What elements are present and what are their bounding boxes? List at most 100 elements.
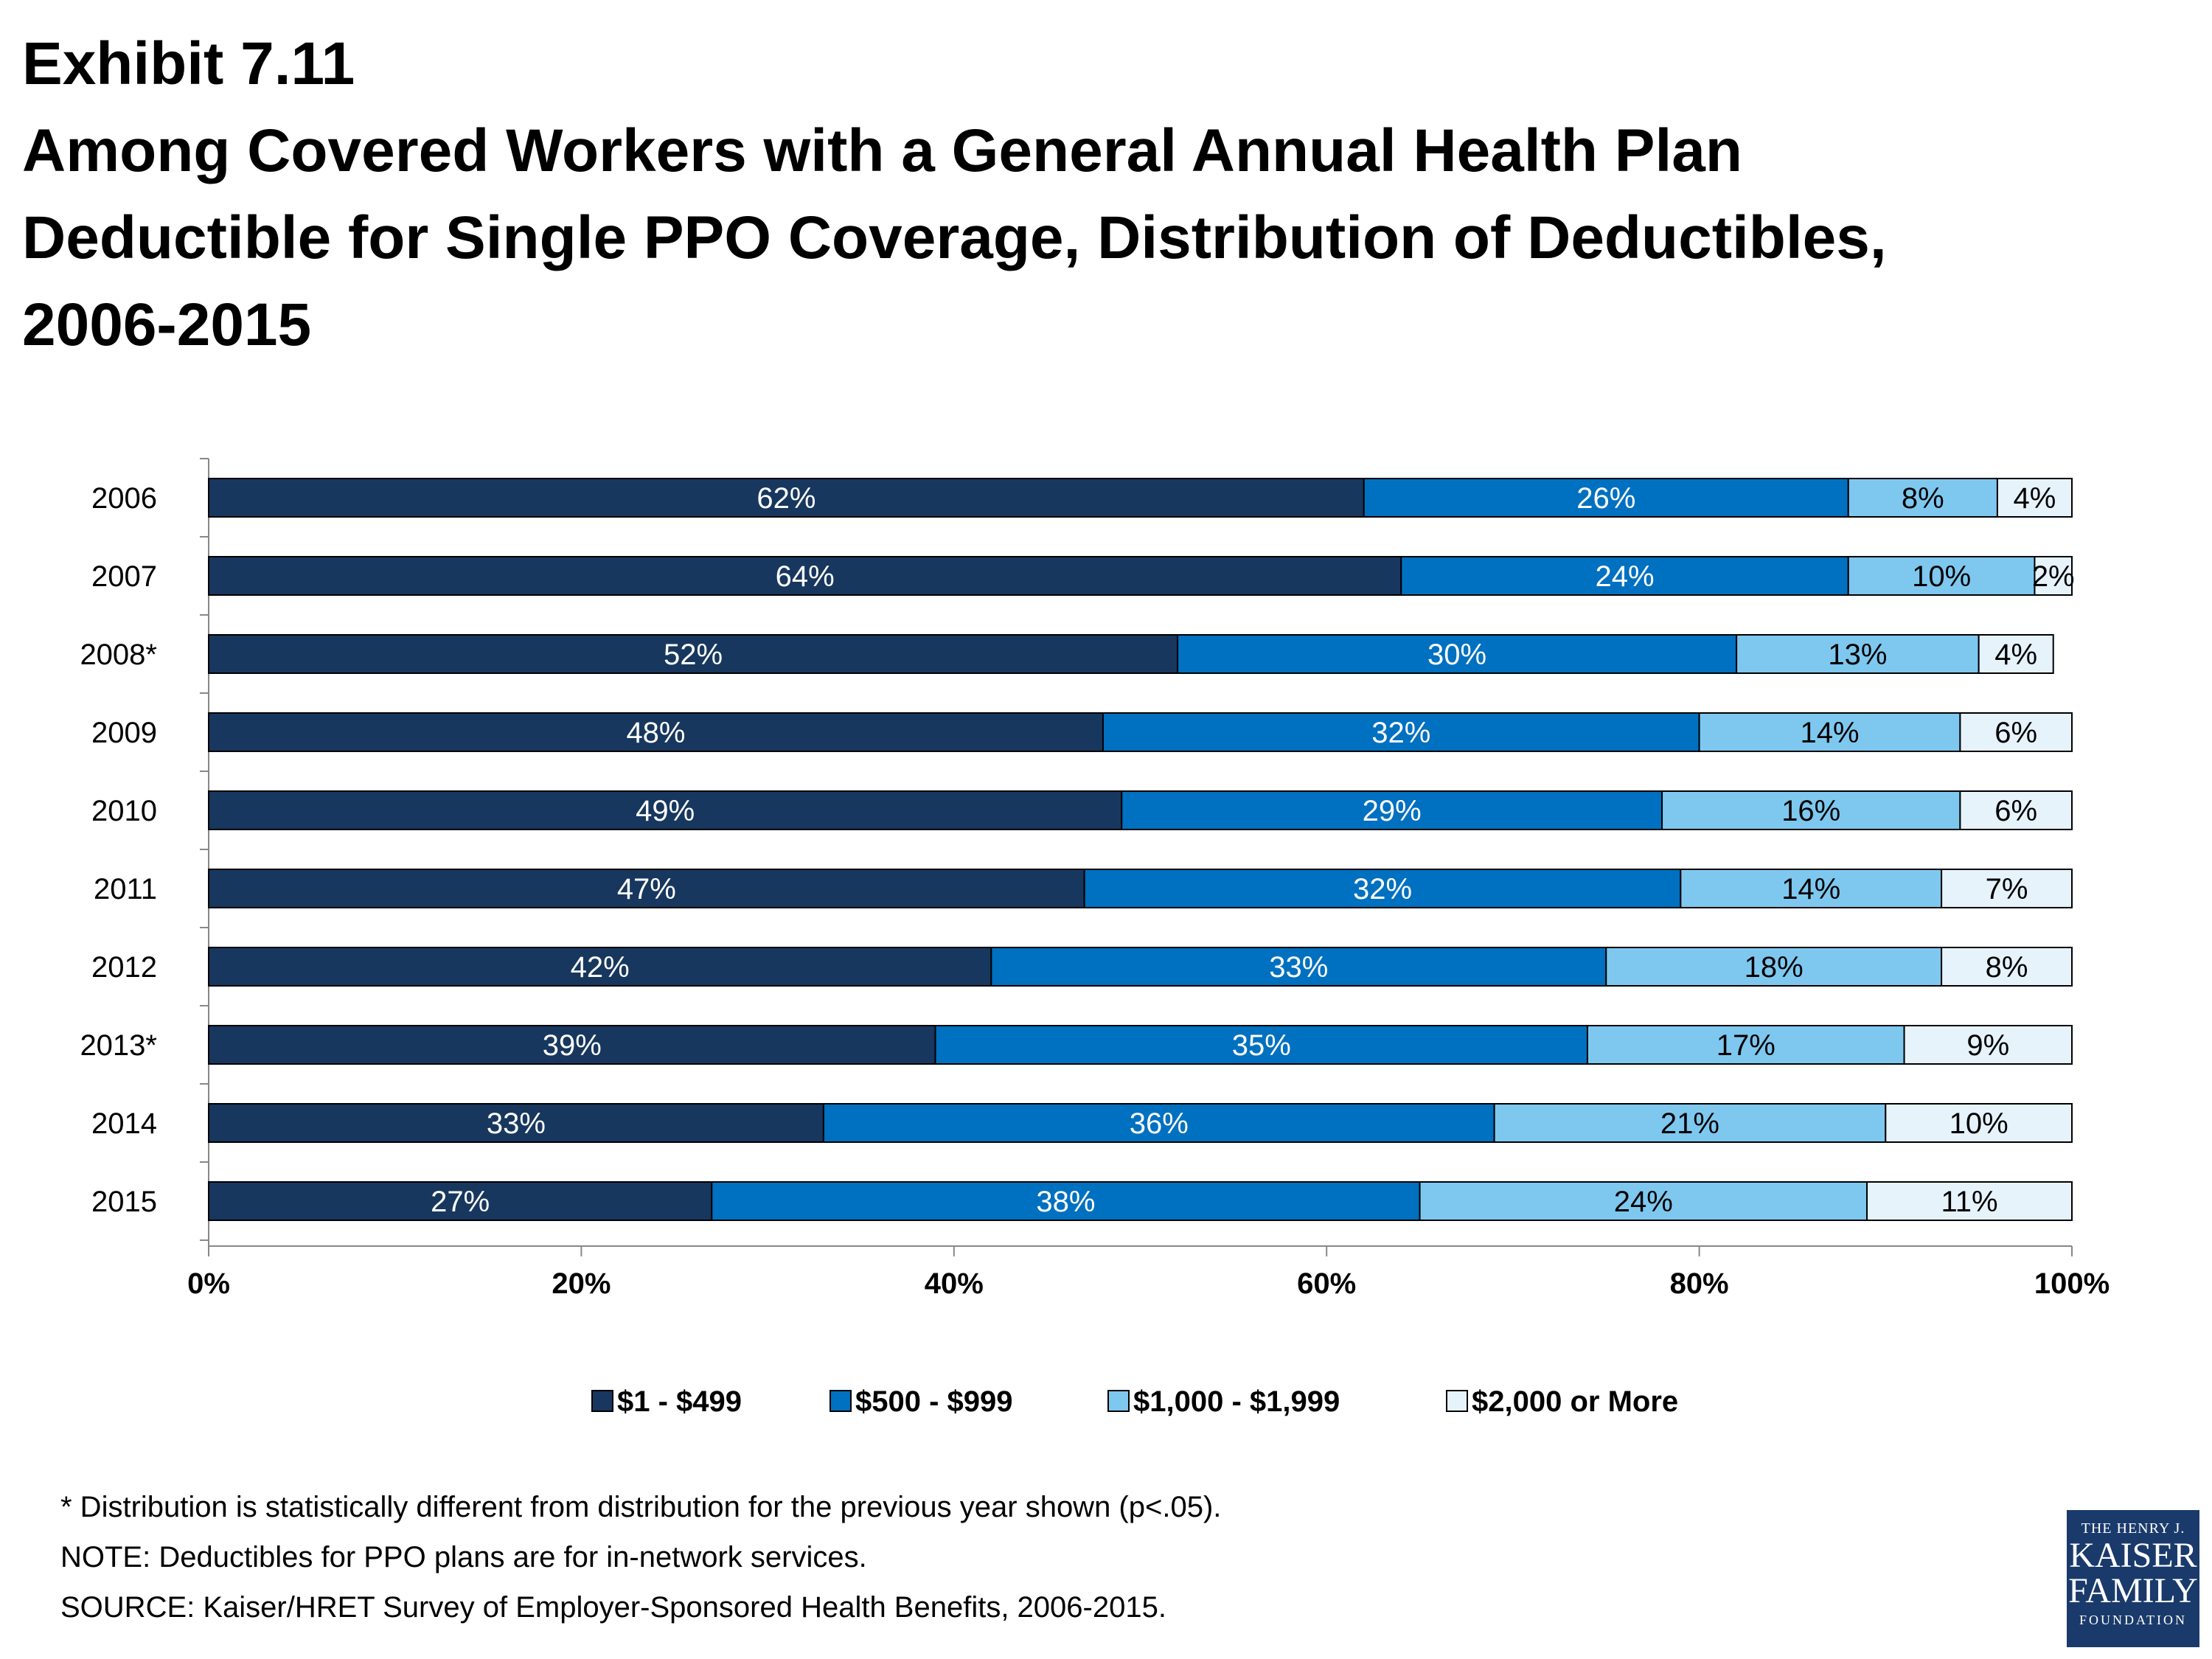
chart-title-line-1: Exhibit 7.11 [22,30,355,97]
bar-segment [1177,634,1738,674]
bar-segment [1736,634,1980,674]
x-tick-label: 0% [187,1267,230,1300]
data-label: 17% [1717,1029,1775,1062]
bar-segment [1102,712,1700,752]
bar-segment [2034,556,2073,596]
legend-label: $1,000 - $1,999 [1133,1385,1340,1418]
data-label: 24% [1595,560,1654,593]
data-label: 42% [571,951,630,984]
legend-label: $2,000 or More [1472,1385,1678,1418]
data-label: 64% [776,560,835,593]
bar-segment [208,1181,713,1221]
bar-segment [1941,947,2073,987]
bar-segment [208,1025,936,1065]
y-category-label: 2012 [91,951,157,984]
data-label: 33% [487,1107,546,1140]
data-label: 38% [1036,1186,1095,1218]
data-label: 32% [1353,873,1412,905]
legend-label: $500 - $999 [855,1385,1013,1418]
data-label: 11% [1941,1186,1997,1218]
legend-swatch [1107,1390,1130,1412]
data-label: 32% [1371,717,1430,749]
data-label: 4% [1994,639,2037,671]
bar-segment [1698,712,1961,752]
bar-segment [1847,556,2036,596]
logo-line-2: KAISER [2069,1536,2197,1575]
footnotes: * Distribution is statistically differen… [60,1482,1978,1632]
y-category-label: 2014 [91,1107,157,1140]
chart-title-line-3: Deductible for Single PPO Coverage, Dist… [22,204,1887,271]
x-tick-label: 20% [552,1267,611,1300]
data-label: 14% [1781,873,1840,905]
data-label: 26% [1576,482,1635,515]
data-label: 7% [1986,873,2028,905]
data-label: 6% [1994,795,2037,827]
bar-segment [208,556,1402,596]
x-tick-label: 60% [1297,1267,1356,1300]
data-label: 18% [1745,951,1804,984]
bar-segment [208,634,1179,674]
chart-title-line-2: Among Covered Workers with a General Ann… [22,117,1742,184]
bar-segment [1996,478,2073,518]
data-label: 52% [664,639,723,671]
data-label: 35% [1232,1029,1291,1062]
legend-swatch [591,1390,613,1412]
data-label: 36% [1130,1107,1189,1140]
bar-segment [934,1025,1588,1065]
y-category-label: 2006 [91,482,157,515]
data-label: 9% [1966,1029,2009,1062]
data-label: 4% [2014,482,2056,515]
legend-swatch [830,1390,852,1412]
logo-line-3: FAMILY [2068,1571,2198,1610]
bar-segment [1083,869,1682,908]
bar-segment [208,712,1104,752]
y-category-label: 2008* [80,639,157,671]
bar-segment [208,478,1365,518]
data-label: 13% [1828,639,1887,671]
bar-segment [1419,1181,1868,1221]
bar-segment [1903,1025,2073,1065]
data-label: 8% [1986,951,2028,984]
data-label: 62% [757,482,815,515]
data-label: 8% [1902,482,1944,515]
bar-segment [1661,790,1961,830]
bar-segment [208,1103,824,1143]
data-label: 29% [1363,795,1422,827]
data-label: 33% [1269,951,1328,984]
data-label: 27% [431,1186,490,1218]
y-category-label: 2007 [91,560,157,593]
data-label: 39% [543,1029,602,1062]
data-label: 21% [1660,1107,1719,1140]
data-label: 16% [1781,795,1840,827]
bar-segment [208,869,1085,908]
bar-segment [208,790,1123,830]
chart-title: Exhibit 7.11 Among Covered Workers with … [22,21,2160,369]
y-category-label: 2009 [91,717,157,749]
y-category-label: 2010 [91,795,157,827]
bar-segment [711,1181,1421,1221]
data-label: 14% [1800,717,1859,749]
bar-segment [990,947,1607,987]
y-category-label: 2013* [80,1029,157,1062]
data-label: 2% [2032,560,2075,593]
x-tick-label: 80% [1670,1267,1729,1300]
bar-segment [1885,1103,2073,1143]
logo-line-4: FOUNDATION [2079,1613,2187,1627]
data-label: 49% [636,795,695,827]
footnote-significance: * Distribution is statistically differen… [60,1491,1222,1523]
legend-label: $1 - $499 [617,1385,742,1418]
data-label: 10% [1950,1107,2008,1140]
x-tick-label: 40% [925,1267,984,1300]
y-category-label: 2011 [94,873,157,905]
bar-segment [1121,790,1663,830]
footnote-note: NOTE: Deductibles for PPO plans are for … [60,1541,867,1573]
chart-title-line-4: 2006-2015 [22,291,312,358]
logo-line-1: THE HENRY J. [2081,1520,2185,1537]
x-tick-label: 100% [2034,1267,2110,1300]
bar-segment [1866,1181,2073,1221]
bar-segment [1978,634,2054,674]
y-category-label: 2015 [91,1186,157,1218]
data-label: 48% [626,717,685,749]
kff-logo: THE HENRY J. KAISER FAMILY FOUNDATION [2067,1510,2199,1647]
